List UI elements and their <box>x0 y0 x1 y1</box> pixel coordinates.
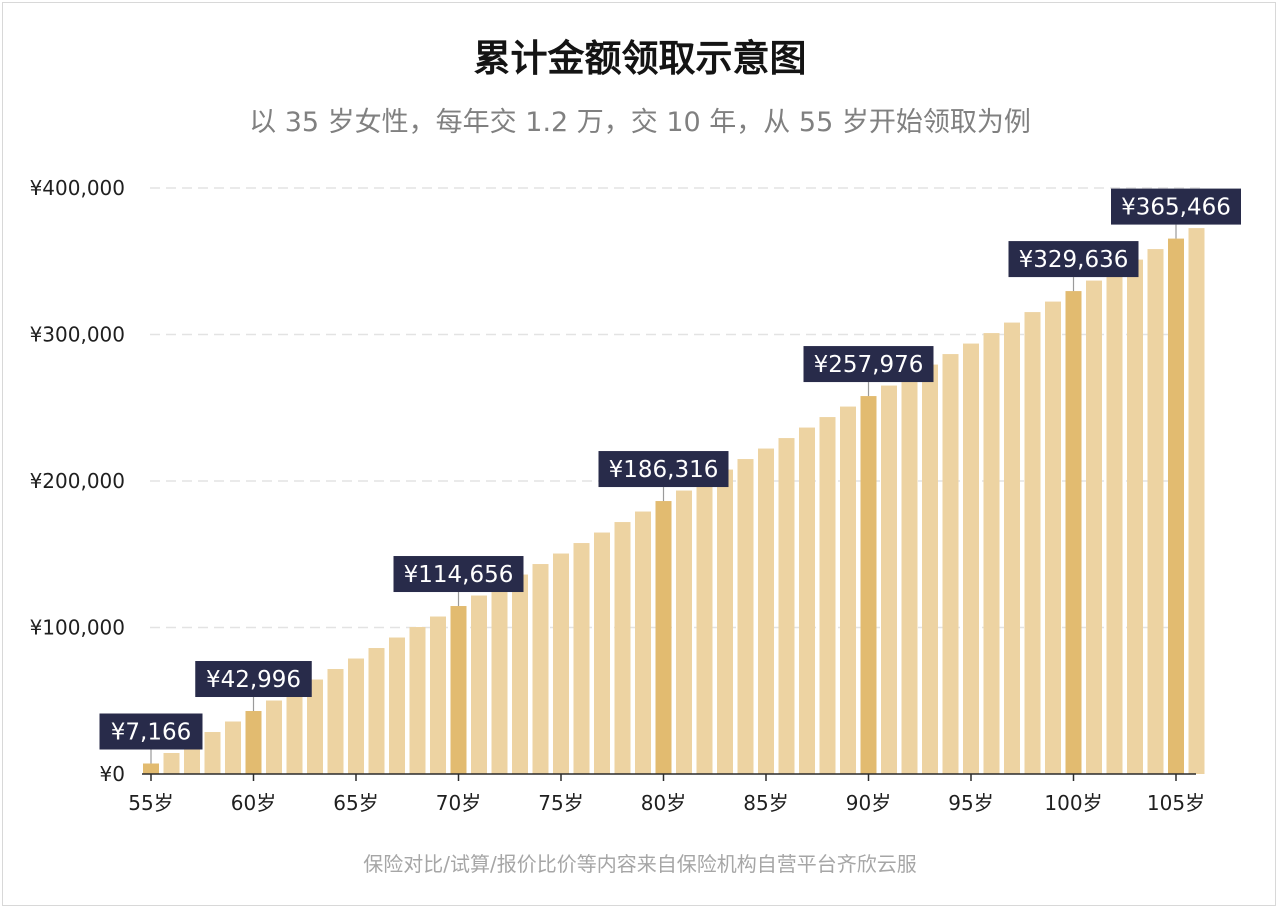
bar-highlighted <box>245 711 262 774</box>
bar <box>717 469 733 774</box>
x-tick-label: 70岁 <box>436 791 481 815</box>
bar <box>348 658 364 774</box>
bar <box>635 511 651 774</box>
bar <box>1024 312 1041 774</box>
bar <box>368 648 385 774</box>
chart-subtitle: 以 35 岁女性，每年交 1.2 万，交 10 年，从 55 岁开始领取为例 <box>249 107 1031 138</box>
bar <box>389 637 405 774</box>
bar-highlighted <box>1168 238 1184 775</box>
bar <box>491 585 508 774</box>
bar <box>758 448 774 774</box>
x-tick-label: 60岁 <box>231 791 276 815</box>
bar <box>307 679 323 774</box>
bar <box>1127 259 1143 774</box>
callout-box <box>598 451 729 488</box>
chart-title: 累计金额领取示意图 <box>473 37 807 80</box>
bar <box>881 385 897 774</box>
bar <box>512 574 528 774</box>
bar <box>963 343 979 774</box>
x-tick-label: 85岁 <box>743 791 788 815</box>
callout-value-label: ¥114,656 <box>404 562 514 588</box>
bar <box>573 543 590 774</box>
y-tick-label: ¥200,000 <box>30 469 125 493</box>
callout-value-label: ¥186,316 <box>609 457 719 483</box>
y-tick-label: ¥300,000 <box>30 323 125 347</box>
x-tick-label: 100岁 <box>1044 791 1102 815</box>
y-tick-label: ¥400,000 <box>30 176 125 200</box>
bar <box>163 753 180 774</box>
bar <box>430 616 446 774</box>
bar <box>614 522 631 774</box>
callout-value-label: ¥257,976 <box>814 352 924 378</box>
bar-highlighted <box>143 763 159 774</box>
bar <box>922 364 938 774</box>
bar <box>696 480 713 774</box>
bar <box>225 721 241 774</box>
bar <box>942 354 959 774</box>
callout-box <box>1008 241 1139 278</box>
bar-highlighted <box>860 396 877 774</box>
callout-value-label: ¥365,466 <box>1121 195 1231 221</box>
bar <box>1045 301 1061 774</box>
bar <box>327 669 344 774</box>
y-tick-label: ¥100,000 <box>30 616 125 640</box>
x-tick-label: 105岁 <box>1147 791 1205 815</box>
callout-box <box>1111 188 1241 225</box>
bar-highlighted <box>450 606 467 774</box>
y-tick-label: ¥0 <box>100 762 125 786</box>
bar <box>676 490 692 774</box>
bar <box>983 333 1000 774</box>
bar <box>840 406 856 774</box>
callout-value-label: ¥7,166 <box>111 720 191 746</box>
bar <box>286 690 303 774</box>
bar <box>737 459 754 774</box>
bar-highlighted <box>655 501 672 774</box>
x-tick-label: 95岁 <box>948 791 993 815</box>
bar <box>1106 270 1123 774</box>
callout-box <box>393 556 524 593</box>
source-footnote: 保险对比/试算/报价比价等内容来自保险机构自营平台齐欣云服 <box>363 852 917 876</box>
bar <box>778 438 795 774</box>
x-tick-label: 55岁 <box>128 791 173 815</box>
callout-box <box>195 661 312 698</box>
x-tick-label: 90岁 <box>846 791 891 815</box>
bar <box>532 564 549 774</box>
bar <box>1086 280 1102 774</box>
bar <box>471 595 487 774</box>
callout-value-label: ¥329,636 <box>1019 247 1129 273</box>
callout-box <box>99 713 203 750</box>
bar <box>594 532 610 774</box>
bar <box>184 742 200 774</box>
x-tick-label: 75岁 <box>538 791 583 815</box>
bar <box>553 553 569 774</box>
callout-box <box>803 346 934 383</box>
bar <box>204 732 221 774</box>
callout-value-label: ¥42,996 <box>206 667 301 693</box>
bar <box>799 427 815 774</box>
bar <box>1147 249 1164 774</box>
bar-highlighted <box>1065 291 1082 774</box>
bar <box>901 375 918 774</box>
x-tick-label: 65岁 <box>333 791 378 815</box>
bar <box>266 700 282 774</box>
x-tick-label: 80岁 <box>641 791 686 815</box>
bar <box>819 417 836 774</box>
bar <box>409 627 426 774</box>
bar <box>1188 228 1205 774</box>
bar <box>1004 322 1020 774</box>
